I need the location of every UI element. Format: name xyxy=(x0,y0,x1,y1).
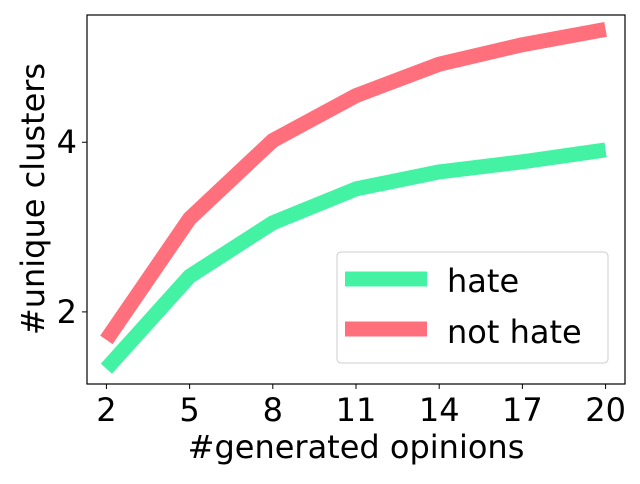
x-axis: 2 5 8 11 14 17 20 xyxy=(96,384,626,429)
legend-label-not-hate: not hate xyxy=(447,313,582,351)
series-line-not-hate xyxy=(100,22,607,345)
x-tick-label: 5 xyxy=(179,391,199,429)
x-tick-label: 11 xyxy=(336,391,377,429)
x-tick-label: 14 xyxy=(419,391,460,429)
x-tick-label: 20 xyxy=(585,391,626,429)
series-line-hate xyxy=(100,142,607,374)
x-tick-label: 8 xyxy=(263,391,283,429)
y-tick-label: 2 xyxy=(57,293,77,331)
y-tick-label: 4 xyxy=(57,123,77,161)
y-axis: 24 xyxy=(57,123,87,331)
x-tick-label: 17 xyxy=(502,391,543,429)
legend-label-hate: hate xyxy=(447,262,519,300)
y-axis-label: #unique clusters xyxy=(14,63,52,335)
x-axis-label: #generated opinions xyxy=(188,428,525,466)
x-tick-label: 2 xyxy=(96,391,116,429)
legend: hate not hate xyxy=(336,251,609,364)
plot-area xyxy=(100,22,607,374)
